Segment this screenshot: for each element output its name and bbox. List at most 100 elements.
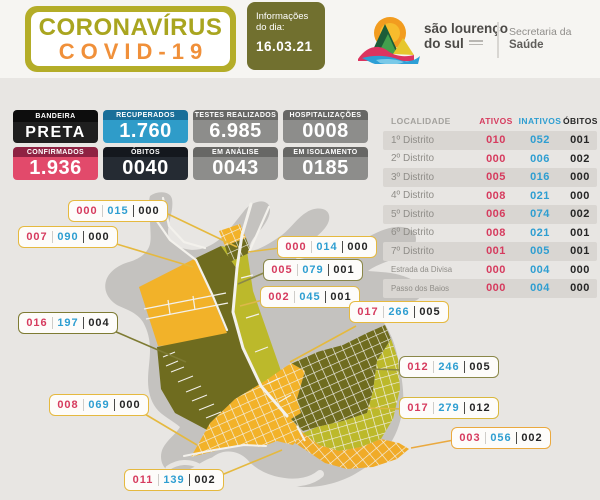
stat-label: HOSPITALIZAÇÕES — [283, 110, 368, 120]
river-channel — [165, 460, 202, 471]
stat-hospitalizacoes: HOSPITALIZAÇÕES 0008 — [283, 110, 368, 143]
info-date-label: Informações do dia: — [256, 11, 309, 34]
row-inativos: 006 — [530, 152, 550, 165]
district-table: LOCALIDADE ATIVOS INATIVOS ÓBITOS 1º Dis… — [383, 113, 597, 298]
info-date-badge: Informações do dia: 16.03.21 — [247, 2, 325, 70]
callout-inativos: 079 — [302, 264, 324, 276]
row-inativos: 004 — [530, 263, 550, 276]
col-inativos: INATIVOS — [518, 116, 562, 126]
title-covid19: COVID-19 — [58, 38, 209, 64]
stat-label: ÓBITOS — [103, 147, 188, 157]
row-ativos: 005 — [486, 171, 506, 184]
callout-ativos: 000 — [76, 205, 98, 217]
row-inativos: 005 — [530, 245, 550, 258]
shore-road — [183, 443, 267, 457]
callout-ativos: 000 — [285, 241, 307, 253]
info-date-value: 16.03.21 — [256, 38, 313, 54]
stat-value: 0185 — [283, 157, 368, 180]
callout-obitos: 002 — [194, 474, 216, 486]
callout-inativos: 015 — [107, 205, 129, 217]
district-area-north-grid-yellow — [219, 224, 246, 246]
header-divider — [497, 22, 499, 58]
callout-line — [410, 439, 455, 449]
stat-value: 0043 — [193, 157, 278, 180]
callout-inativos: 045 — [299, 291, 321, 303]
callout-ativos: 017 — [357, 306, 379, 318]
stat-testes: TESTES REALIZADOS 6.985 — [193, 110, 278, 143]
stat-tiles: BANDEIRA PRETA RECUPERADOS 1.760 TESTES … — [13, 110, 368, 180]
row-ativos: 000 — [486, 282, 506, 295]
map-callout: 007 090 000 — [18, 226, 118, 248]
callout-obitos: 001 — [330, 291, 352, 303]
table-row: 6º Distrito 008 021 001 — [383, 224, 597, 243]
callout-obitos: 001 — [333, 264, 355, 276]
callout-line — [239, 299, 264, 307]
rural-roads — [143, 292, 229, 320]
row-obitos: 002 — [570, 208, 590, 221]
callout-inativos: 266 — [388, 306, 410, 318]
row-obitos: 001 — [570, 226, 590, 239]
row-obitos: 000 — [570, 189, 590, 202]
callout-inativos: 056 — [490, 432, 512, 444]
map-callout: 016 197 004 — [18, 312, 118, 334]
row-inativos: 052 — [530, 134, 550, 147]
stat-value: PRETA — [13, 122, 98, 143]
row-ativos: 000 — [486, 263, 506, 276]
district-area-city-chartreuse — [303, 339, 400, 451]
river-channel — [208, 451, 324, 487]
row-inativos: 021 — [530, 226, 550, 239]
city-logo-icon — [358, 17, 420, 64]
callout-ativos: 008 — [57, 399, 79, 411]
title-coronavirus: CORONAVÍRUS — [38, 13, 223, 41]
secretariat-label: Secretaria da Saúde — [509, 26, 571, 52]
district-area-golden-tail — [295, 433, 409, 469]
callout-obitos: 000 — [119, 399, 141, 411]
callout-inativos: 197 — [57, 317, 79, 329]
district-area-city-olive — [291, 325, 391, 431]
table-row: Passo dos Baios 000 004 000 — [383, 279, 597, 298]
col-ativos: ATIVOS — [479, 116, 513, 126]
stat-label: RECUPERADOS — [103, 110, 188, 120]
row-ativos: 010 — [486, 134, 506, 147]
callout-line — [237, 271, 267, 285]
row-name: 1º Distrito — [391, 134, 435, 146]
stat-em-analise: EM ANÁLISE 0043 — [193, 147, 278, 180]
pier — [296, 425, 306, 442]
callout-ativos: 002 — [268, 291, 290, 303]
row-ativos: 006 — [486, 208, 506, 221]
callout-line — [367, 407, 403, 410]
row-obitos: 001 — [570, 134, 590, 147]
callout-line — [289, 325, 357, 363]
row-name: 6º Distrito — [391, 227, 435, 239]
table-row: 3º Distrito 005 016 000 — [383, 168, 597, 187]
row-ativos: 008 — [486, 189, 506, 202]
stat-recuperados: RECUPERADOS 1.760 — [103, 110, 188, 143]
table-row: 4º Distrito 008 021 000 — [383, 187, 597, 206]
row-name: 3º Distrito — [391, 171, 435, 183]
road — [150, 212, 229, 332]
callout-line — [247, 247, 281, 253]
stat-value: 0008 — [283, 120, 368, 143]
stat-value: 6.985 — [193, 120, 278, 143]
road — [247, 205, 271, 254]
row-ativos: 008 — [486, 226, 506, 239]
stat-label: BANDEIRA — [13, 110, 98, 122]
secretariat-line1: Secretaria da — [509, 26, 572, 38]
row-obitos: 000 — [570, 282, 590, 295]
stat-value: 0040 — [103, 157, 188, 180]
row-obitos: 000 — [570, 263, 590, 276]
city-name-line1: são lourenço — [424, 21, 509, 36]
callout-obitos: 000 — [88, 231, 110, 243]
callout-ativos: 007 — [26, 231, 48, 243]
callout-obitos: 000 — [347, 241, 369, 253]
callout-ativos: 005 — [271, 264, 293, 276]
table-row: 5º Distrito 006 074 002 — [383, 205, 597, 224]
row-name: 4º Distrito — [391, 190, 435, 202]
district-area-city-yellow — [191, 363, 305, 457]
row-inativos: 074 — [530, 208, 550, 221]
row-ativos: 000 — [486, 152, 506, 165]
city-name: são lourenço do sul — [424, 21, 508, 51]
coronavirus-logo-inner: CORONAVÍRUS COVID-19 — [31, 12, 230, 66]
row-inativos: 016 — [530, 171, 550, 184]
stat-label: TESTES REALIZADOS — [193, 110, 278, 120]
